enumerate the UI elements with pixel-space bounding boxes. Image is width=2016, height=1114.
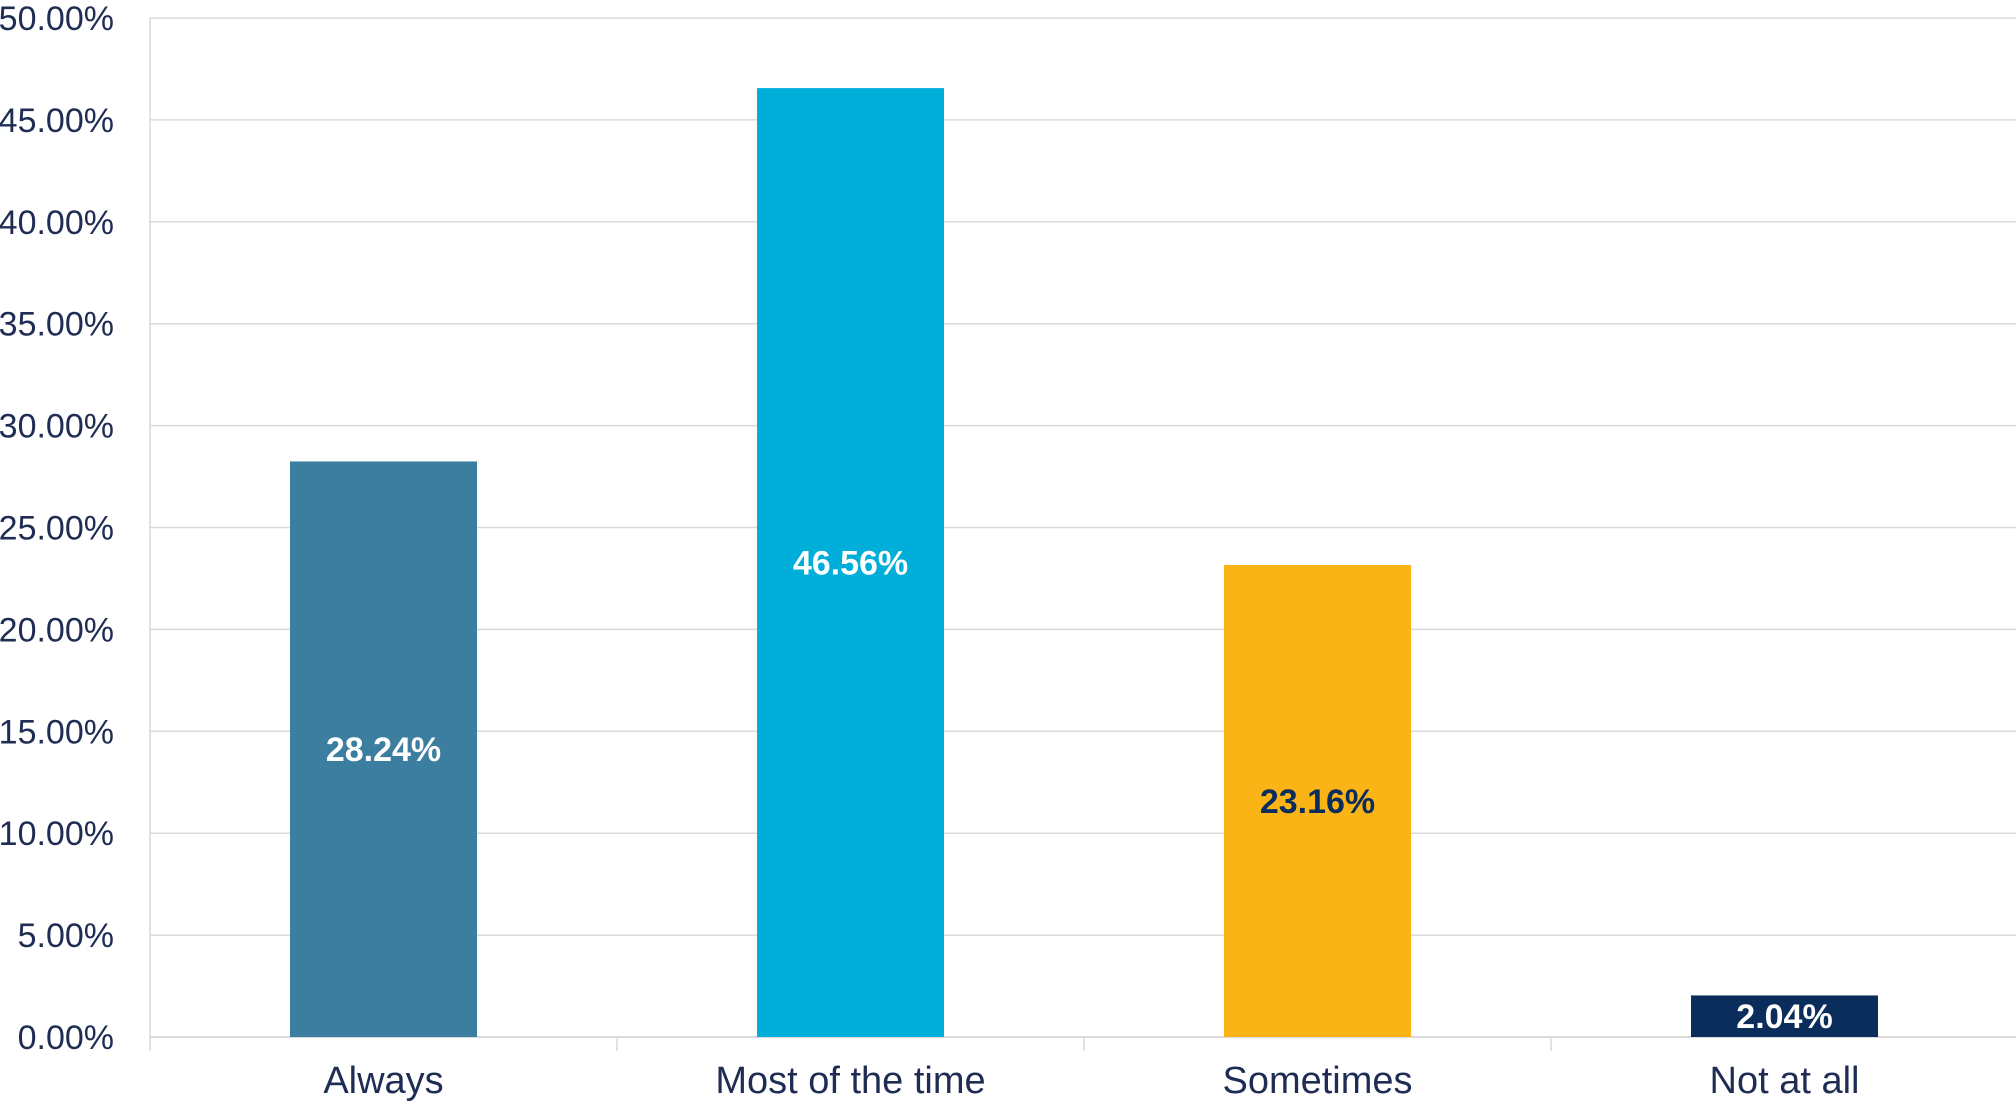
- y-tick-label: 20.00%: [0, 611, 114, 649]
- y-tick-label: 10.00%: [0, 815, 114, 853]
- y-tick-label: 0.00%: [18, 1019, 114, 1057]
- data-label: 23.16%: [1260, 783, 1375, 821]
- y-tick-label: 25.00%: [0, 510, 114, 548]
- x-category-label: Most of the time: [715, 1060, 985, 1102]
- y-axis-tick-labels: 0.00% 5.00% 10.00% 15.00% 20.00% 25.00% 30.00%…: [0, 0, 114, 1057]
- y-tick-label: 35.00%: [0, 306, 114, 344]
- y-tick-label: 40.00%: [0, 204, 114, 242]
- bar-always: [290, 461, 477, 1037]
- data-labels: 28.24% 46.56% 23.16% 2.04%: [326, 545, 1833, 1037]
- x-axis-category-labels: Always Most of the time Sometimes Not at al…: [323, 1060, 1859, 1102]
- x-category-label: Not at all: [1710, 1060, 1860, 1102]
- bars: [290, 88, 1878, 1038]
- y-tick-label: 50.00%: [0, 0, 114, 38]
- y-tick-label: 5.00%: [18, 917, 114, 955]
- bar-sometimes: [1224, 564, 1411, 1037]
- y-tick-label: 15.00%: [0, 713, 114, 751]
- bar-not-at-all: [1691, 995, 1878, 1037]
- y-tick-label: 45.00%: [0, 102, 114, 140]
- data-label: 28.24%: [326, 731, 441, 769]
- y-tick-label: 30.00%: [0, 408, 114, 446]
- data-label: 46.56%: [793, 545, 908, 583]
- data-label: 2.04%: [1736, 998, 1832, 1036]
- bar-most-of-the-time: [757, 88, 944, 1038]
- x-category-label: Sometimes: [1222, 1060, 1412, 1102]
- x-category-label: Always: [323, 1060, 443, 1102]
